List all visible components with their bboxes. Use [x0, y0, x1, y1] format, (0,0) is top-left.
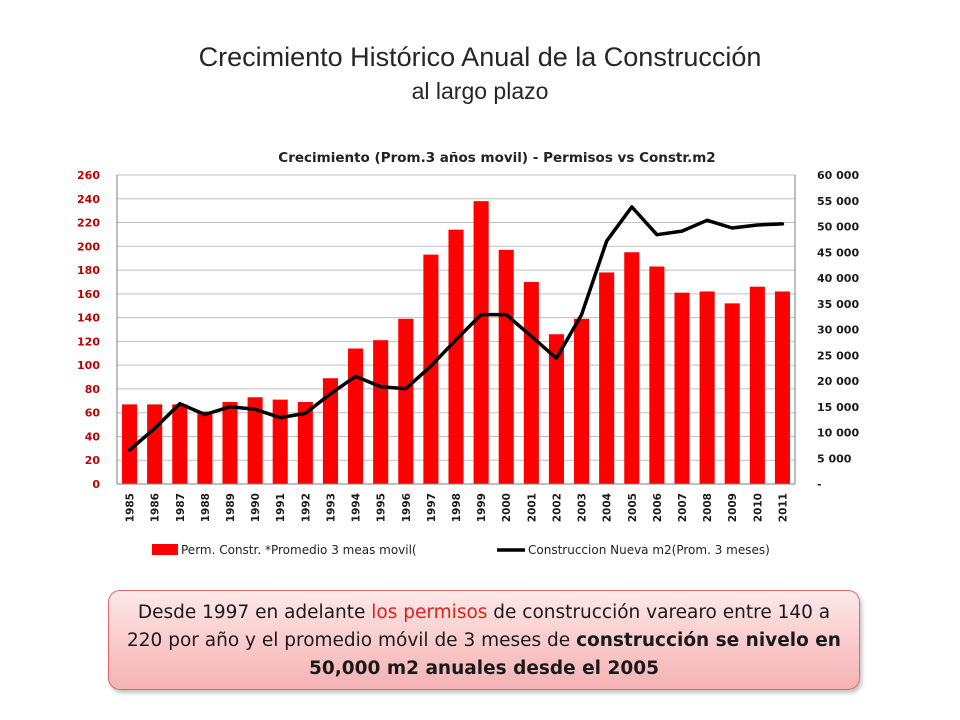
x-tick-label: 2006: [652, 493, 664, 522]
bar: [649, 266, 665, 484]
bar: [398, 318, 414, 484]
note-text-permisos: los permisos: [371, 602, 488, 623]
bar: [297, 401, 313, 484]
y-left-tick-label: 20: [85, 454, 101, 467]
y-left-tick-label: 100: [77, 359, 100, 372]
bar: [322, 378, 338, 484]
legend-swatch-permisos: [152, 544, 178, 555]
bar: [197, 411, 213, 484]
x-tick-label: 1993: [325, 493, 337, 522]
y-left-tick-label: 40: [85, 430, 101, 443]
x-tick-label: 2011: [777, 493, 789, 522]
x-tick-label: 1995: [376, 493, 388, 522]
bar: [548, 334, 564, 484]
y-right-tick-label: 35 000: [817, 298, 859, 311]
x-tick-label: 2009: [727, 493, 739, 522]
y-right-tick-label: -: [817, 478, 822, 491]
bar: [674, 292, 690, 484]
x-tick-label: 2000: [501, 493, 513, 522]
chart-title: Crecimiento (Prom.3 años movil) - Permis…: [278, 150, 715, 166]
x-tick-label: 1997: [426, 493, 438, 522]
bar: [272, 399, 288, 484]
y-right-tick-label: 60 000: [817, 169, 859, 182]
bar: [774, 291, 790, 484]
y-left-tick-label: 220: [77, 217, 100, 230]
x-tick-label: 2004: [602, 493, 614, 522]
line-series: [127, 205, 785, 452]
x-tick-label: 1986: [150, 493, 162, 522]
bar: [172, 404, 188, 484]
bar: [699, 291, 715, 484]
x-tick-label: 1996: [401, 493, 413, 522]
y-left-tick-label: 60: [85, 407, 101, 420]
x-tick-label: 1992: [300, 493, 312, 522]
y-left-tick-label: 140: [77, 312, 100, 325]
y-left-tick-label: 260: [77, 169, 100, 182]
bar: [749, 286, 765, 484]
x-tick-label: 1991: [275, 493, 287, 522]
bar: [247, 397, 263, 484]
x-tick-label: 2008: [702, 493, 714, 522]
bar: [373, 340, 389, 484]
bar: [122, 404, 138, 484]
slide-subtitle: al largo plazo: [411, 78, 549, 104]
x-tick-label: 2010: [752, 493, 764, 522]
legend-label-construccion: Construccion Nueva m2(Prom. 3 meses): [528, 543, 770, 557]
x-tick-label: 1987: [175, 493, 187, 522]
x-tick-label: 2003: [577, 493, 589, 522]
y-left-tick-label: 200: [77, 240, 100, 253]
x-tick-label: 2005: [627, 493, 639, 522]
y-right-tick-label: 50 000: [817, 221, 859, 234]
y-left-tick-label: 0: [92, 478, 100, 491]
x-tick-label: 1994: [351, 493, 363, 522]
y-left-tick-label: 240: [77, 193, 100, 206]
axes: 0 20 40 60 80 100 120 140 160 180 200 220 240 260 - 5 0…: [77, 169, 859, 522]
y-right-tick-label: 15 000: [817, 401, 859, 414]
bar: [448, 229, 464, 484]
y-left-tick-label: 180: [77, 264, 100, 277]
y-right-tick-label: 20 000: [817, 375, 859, 388]
summary-note: Desde 1997 en adelante los permisos de c…: [108, 590, 860, 690]
bar: [147, 404, 163, 484]
bar: [724, 303, 740, 484]
x-tick-label: 1989: [225, 493, 237, 522]
x-tick-label: 1988: [200, 493, 212, 522]
y-right-tick-label: 5 000: [817, 452, 852, 465]
note-text-1: Desde 1997 en adelante: [137, 602, 372, 623]
y-right-tick-label: 55 000: [817, 195, 859, 208]
legend: Perm. Constr. *Promedio 3 meas movil( Con…: [152, 543, 770, 557]
bar: [523, 281, 539, 484]
x-tick-label: 2007: [677, 493, 689, 522]
bar: [222, 401, 238, 484]
construction-line: [127, 205, 785, 452]
x-tick-label: 1985: [125, 493, 137, 522]
y-left-tick-label: 160: [77, 288, 100, 301]
bar: [348, 348, 364, 484]
y-left-tick-label: 80: [85, 383, 101, 396]
bar: [574, 318, 590, 484]
x-tick-label: 2002: [551, 493, 563, 522]
bar: [473, 201, 489, 484]
x-tick-label: 1999: [476, 493, 488, 522]
note-text-construccion: construcción se nivelo en 50,000 m2 anua…: [309, 630, 841, 679]
bar: [624, 252, 640, 484]
y-right-tick-label: 40 000: [817, 272, 859, 285]
note-text-2: de construcción varearo entre 140 a 220 …: [127, 602, 831, 651]
slide-title: Crecimiento Histórico Anual de la Constr…: [198, 42, 762, 72]
bar: [599, 272, 615, 484]
legend-label-permisos: Perm. Constr. *Promedio 3 meas movil(: [181, 543, 417, 557]
bar: [423, 254, 439, 484]
bar-series: [122, 201, 790, 484]
bar: [498, 249, 514, 484]
combo-chart: Crecimiento (Prom.3 años movil) - Permis…: [77, 150, 859, 557]
x-tick-label: 2001: [526, 493, 538, 522]
x-tick-label: 1998: [451, 493, 463, 522]
y-left-tick-label: 120: [77, 335, 100, 348]
y-right-tick-label: 25 000: [817, 349, 859, 362]
y-right-tick-label: 45 000: [817, 246, 859, 259]
y-right-tick-label: 30 000: [817, 324, 859, 337]
y-right-tick-label: 10 000: [817, 427, 859, 440]
x-tick-label: 1990: [250, 493, 262, 522]
